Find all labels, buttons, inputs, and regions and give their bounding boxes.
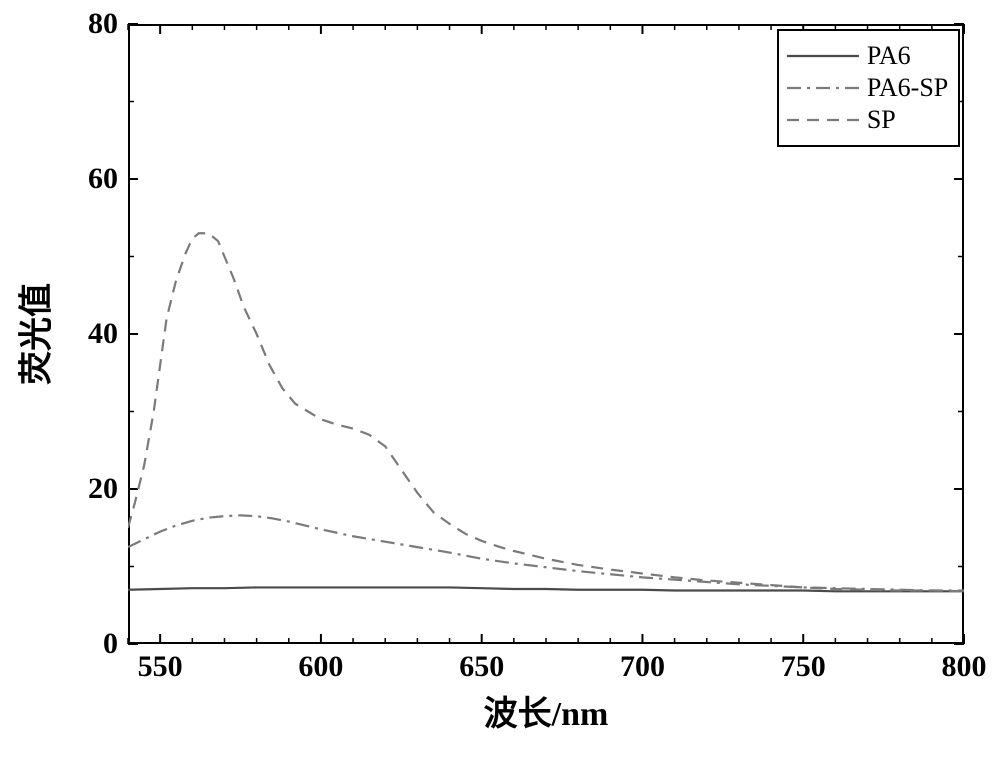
x-tick-label: 650 xyxy=(459,650,504,684)
legend-swatch xyxy=(787,46,859,66)
legend-label: PA6-SP xyxy=(867,73,948,103)
y-tick-label: 60 xyxy=(88,162,118,196)
x-axis-label: 波长/nm xyxy=(484,686,609,735)
x-tick-label: 750 xyxy=(781,650,826,684)
y-axis-label: 荧光值 xyxy=(9,283,58,385)
y-tick-label: 20 xyxy=(88,472,118,506)
y-tick-label: 40 xyxy=(88,317,118,351)
legend: PA6PA6-SPSP xyxy=(777,29,960,147)
y-tick-label: 0 xyxy=(103,627,118,661)
fluorescence-line-chart: 荧光值 波长/nm PA6PA6-SPSP 550600650700750800… xyxy=(0,0,1000,762)
x-tick-label: 700 xyxy=(620,650,665,684)
legend-item-PA6: PA6 xyxy=(787,41,948,71)
legend-swatch xyxy=(787,78,859,98)
legend-label: SP xyxy=(867,105,896,135)
legend-swatch xyxy=(787,110,859,130)
series-PA6-SP xyxy=(128,515,964,590)
x-tick-label: 600 xyxy=(298,650,343,684)
x-tick-label: 800 xyxy=(942,650,987,684)
legend-item-PA6-SP: PA6-SP xyxy=(787,73,948,103)
legend-item-SP: SP xyxy=(787,105,948,135)
legend-label: PA6 xyxy=(867,41,911,71)
x-tick-label: 550 xyxy=(138,650,183,684)
y-tick-label: 80 xyxy=(88,7,118,41)
series-SP xyxy=(128,233,964,591)
